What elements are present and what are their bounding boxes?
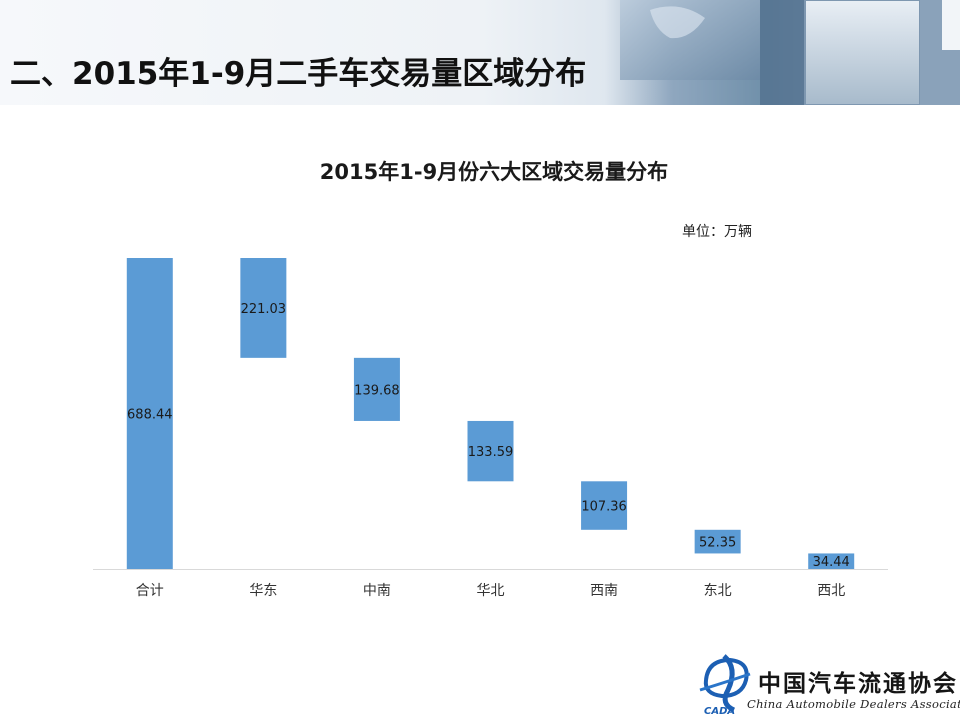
banner-cube-image [620,0,960,105]
cada-logo: CADA [699,654,751,716]
bar-6 [694,529,741,554]
value-label-4: 133.59 [468,445,514,460]
value-label-6: 52.35 [699,536,736,551]
category-label-5: 西南 [590,583,618,599]
category-label-4: 华北 [477,583,505,599]
bar-7 [808,553,855,570]
category-label-2: 华东 [249,583,277,599]
value-label-5: 107.36 [581,500,627,515]
value-label-1: 688.44 [127,408,173,423]
category-label-6: 东北 [704,583,732,599]
bar-2 [240,258,287,358]
logo-name-en: China Automobile Dealers Association [747,697,960,711]
logo-name-cn: 中国汽车流通协会 [758,670,958,697]
unit-label: 单位：万辆 [682,224,752,240]
value-label-2: 221.03 [241,302,287,317]
bar-group [126,258,855,570]
slide-title: 二、2015年1-9月二手车交易量区域分布 [10,56,587,92]
category-label-1: 合计 [136,583,164,599]
category-label-3: 中南 [363,583,391,599]
bar-4 [467,420,514,482]
category-label-group: 合计 华东 中南 华北 西南 东北 西北 [136,583,845,599]
value-label-7: 34.44 [813,555,850,570]
value-label-group: 688.44 221.03 139.68 133.59 107.36 52.35 34.44 [127,302,850,570]
bar-5 [581,481,628,530]
value-label-3: 139.68 [354,383,400,398]
header-banner: 二、2015年1-9月二手车交易量区域分布 [0,0,960,105]
logo-mark-text: CADA [704,706,735,716]
chart-title: 2015年1-9月份六大区域交易量分布 [319,160,669,184]
bar-1 [126,258,173,569]
bar-3 [353,357,400,421]
category-label-7: 西北 [817,583,845,599]
